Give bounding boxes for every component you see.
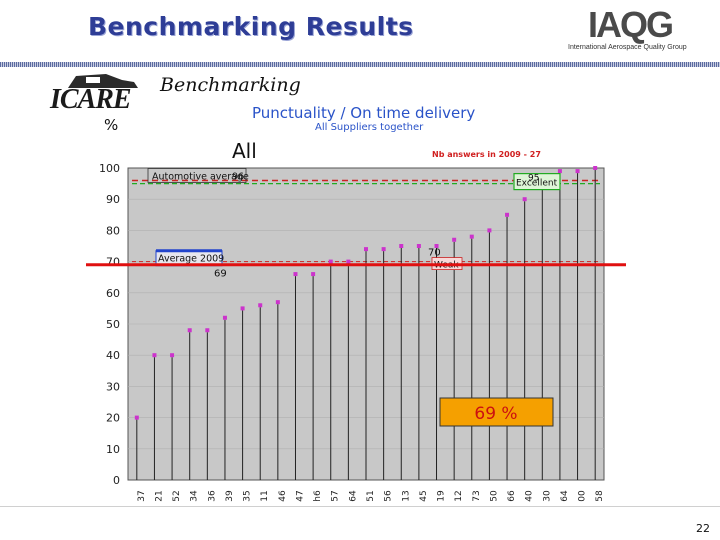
x-tick-label: 37 [137, 490, 147, 501]
x-tick-label: 47 [295, 490, 305, 501]
average-2009-value: 69 [214, 269, 227, 280]
data-point [434, 244, 439, 248]
x-tick-label: 56 [384, 490, 394, 502]
icare-text: ICARE [50, 84, 132, 115]
y-tick-label: 90 [106, 193, 120, 206]
x-tick-label: 21 [154, 490, 164, 501]
automotive-average-value: 96 [232, 171, 244, 182]
highlight-box [439, 397, 554, 427]
data-points [134, 166, 598, 420]
y-tick-label: 10 [106, 443, 120, 456]
data-point [593, 166, 598, 170]
data-point [487, 228, 492, 233]
data-point [452, 237, 457, 242]
chart-subtitle: All Suppliers together [315, 122, 424, 133]
data-point [205, 328, 210, 333]
header-divider [0, 62, 720, 67]
x-tick-label: 36 [207, 490, 217, 502]
y-tick-label: 0 [113, 474, 120, 487]
data-point [240, 306, 245, 311]
data-point [311, 272, 316, 277]
x-tick-label: 46 [278, 490, 288, 502]
data-point [399, 244, 404, 248]
data-point [222, 315, 227, 320]
y-tick-label: 60 [106, 287, 120, 300]
population-label: All [232, 139, 257, 163]
x-tick-label: 30 [542, 490, 552, 502]
data-point [275, 300, 280, 305]
data-point [170, 353, 175, 358]
data-point [505, 212, 510, 217]
y-tick-label: 40 [106, 349, 120, 362]
excellent-value: 95 [528, 174, 539, 184]
data-stems [136, 170, 596, 480]
data-point [152, 353, 157, 358]
x-tick-label: 00 [578, 490, 588, 502]
x-tick-label: 64 [348, 490, 358, 502]
data-point [381, 247, 386, 252]
data-point [328, 259, 333, 264]
chart-title: Punctuality / On time delivery [252, 104, 476, 122]
x-tick-label: 52 [172, 490, 182, 501]
logo-text: IAQG [588, 4, 674, 45]
automotive-label-box [147, 168, 247, 183]
automotive-average-label: Automotive average [152, 171, 249, 182]
data-point [293, 272, 298, 277]
x-tick-label: 45 [419, 490, 429, 501]
x-tick-label: 40 [525, 490, 535, 502]
data-point [134, 415, 139, 420]
average-2009-label: Average 2009 [158, 254, 224, 265]
x-tick-label: 50 [489, 490, 499, 502]
car-icon [68, 74, 138, 88]
y-tick-label: 20 [106, 412, 120, 425]
data-point [575, 169, 580, 174]
x-tick-label: 34 [190, 490, 200, 502]
y-tick-label: 80 [106, 224, 120, 237]
y-tick-label: 50 [106, 318, 120, 331]
y-tick-label: 30 [106, 380, 120, 393]
y-tick-label: 100 [99, 162, 120, 175]
x-tick-label: 51 [366, 490, 376, 501]
logo-subtitle: International Aerospace Quality Group [568, 44, 687, 51]
y-tick-label: 70 [106, 256, 120, 269]
x-tick-label: 19 [437, 490, 447, 502]
excellent-label: Excellent [516, 179, 558, 189]
icare-logo: ICARE [46, 70, 146, 120]
benchmarking-script: Benchmarking [160, 74, 301, 96]
excellent-label-box [513, 173, 561, 191]
data-point [364, 247, 368, 252]
y-axis-ticks: 0 10 20 30 40 50 60 70 80 90 100 [99, 162, 120, 487]
data-point [346, 259, 351, 264]
highlight-value: 69 % [474, 404, 517, 424]
x-tick-label: 64 [560, 490, 570, 502]
x-tick-label: h6 [313, 490, 323, 502]
x-tick-label: 13 [401, 490, 411, 501]
weak-value: 70 [428, 248, 441, 259]
data-point [187, 328, 192, 333]
y-unit-label: % [104, 116, 119, 134]
data-point [258, 303, 263, 308]
slide-title: Benchmarking Results [88, 12, 414, 41]
footer-divider [0, 506, 720, 507]
data-point [469, 234, 474, 239]
x-tick-label: 73 [472, 490, 482, 501]
x-tick-label: 58 [595, 490, 605, 502]
answers-count: Nb answers in 2009 - 27 [432, 150, 541, 159]
x-tick-label: 66 [507, 490, 517, 502]
page-number: 22 [696, 522, 710, 535]
data-point [557, 169, 562, 174]
x-axis-ticks: 37 21 52 34 36 39 35 11 46 47 h6 57 64 51 56 13 45 19 12 73… [137, 490, 605, 502]
x-tick-label: 39 [225, 490, 235, 502]
x-tick-label: 11 [260, 490, 270, 501]
x-tick-label: 57 [331, 490, 341, 501]
data-point [416, 244, 421, 248]
x-tick-label: 35 [243, 490, 253, 501]
iaqg-logo: IAQG International Aerospace Quality Gro… [566, 4, 696, 56]
data-point [522, 197, 527, 202]
x-tick-label: 12 [454, 490, 464, 501]
